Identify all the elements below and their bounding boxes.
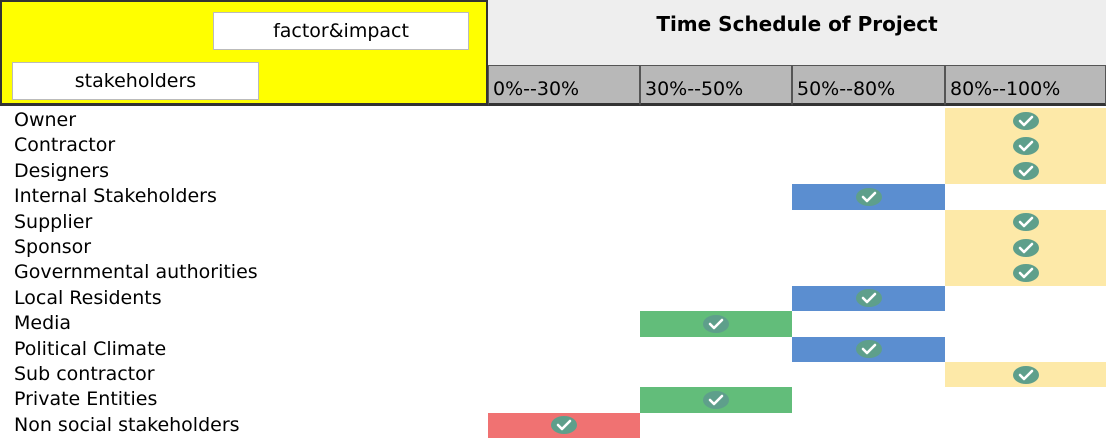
phase-cell	[945, 362, 1106, 388]
phase-cell	[945, 209, 1106, 235]
phase-cell	[945, 108, 1106, 134]
check-icon	[703, 391, 729, 410]
check-icon	[1012, 365, 1039, 384]
phase-cell	[792, 285, 945, 312]
phase-cell	[488, 412, 640, 438]
row-name: Local Residents	[14, 286, 162, 309]
check-icon	[1012, 162, 1039, 181]
row-name: Sponsor	[14, 236, 92, 258]
schedule-title: Time Schedule of Project	[488, 0, 1106, 65]
corner-top-label: factor&impact	[213, 12, 469, 50]
check-icon	[1012, 111, 1039, 130]
row-name: Supplier	[14, 210, 93, 233]
column-header: 80%--100%	[945, 65, 1106, 106]
check-icon	[1012, 264, 1039, 283]
phase-cell	[792, 184, 945, 210]
check-icon	[855, 187, 882, 206]
check-icon	[1012, 213, 1039, 232]
row-name: Political Climate	[14, 337, 167, 360]
row-name: Contractor	[14, 134, 116, 157]
phase-cell	[945, 260, 1106, 286]
check-icon	[1012, 238, 1039, 257]
check-icon	[703, 314, 729, 333]
phase-cell	[945, 133, 1106, 159]
check-icon	[1012, 137, 1039, 156]
row-name: Governmental authorities	[14, 261, 258, 284]
row-name: Designers	[14, 159, 109, 182]
row-name: Sub contractor	[14, 363, 155, 385]
check-icon	[855, 289, 882, 308]
phase-cell	[792, 336, 945, 362]
check-icon	[855, 340, 882, 359]
phase-cell	[640, 387, 792, 413]
row-name: Internal Stakeholders	[14, 185, 217, 208]
check-icon	[551, 416, 577, 435]
phase-cell	[945, 158, 1106, 185]
phase-cell	[640, 311, 792, 337]
column-header: 30%--50%	[640, 65, 792, 106]
row-name: Non social stakeholders	[14, 413, 240, 436]
column-header: 0%--30%	[488, 65, 640, 106]
column-header: 50%--80%	[792, 65, 945, 106]
corner-bottom-label: stakeholders	[12, 62, 259, 100]
row-name: Media	[14, 312, 72, 335]
phase-cell	[945, 235, 1106, 261]
row-name: Owner	[14, 109, 77, 131]
row-name: Private Entities	[14, 388, 158, 411]
